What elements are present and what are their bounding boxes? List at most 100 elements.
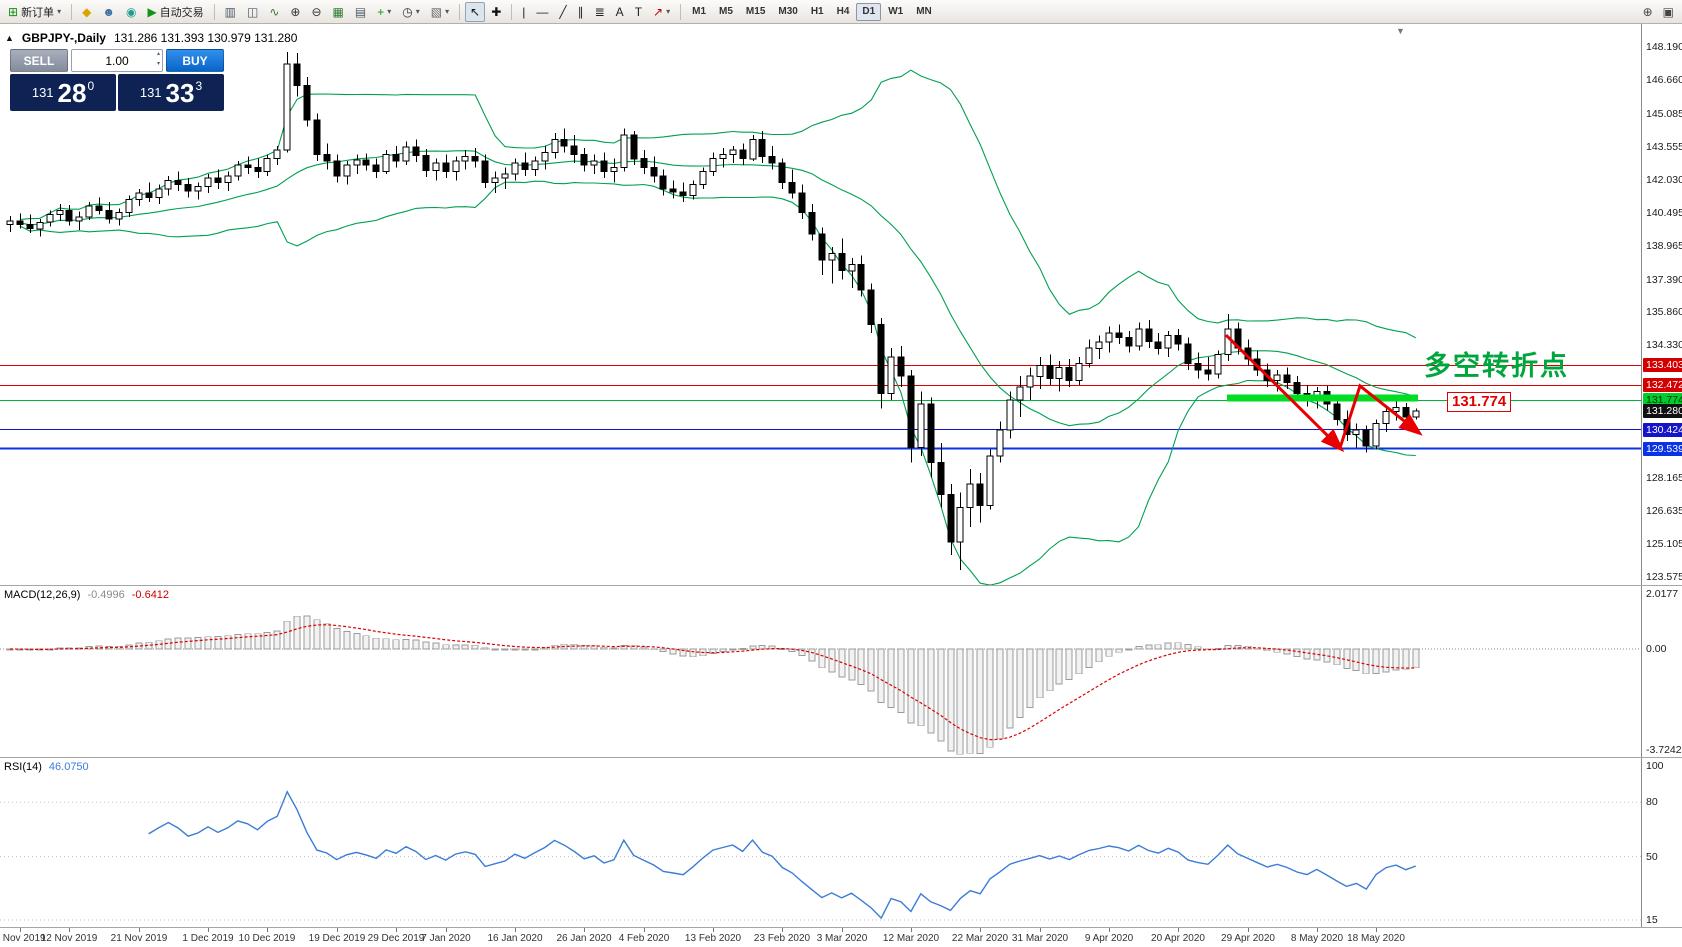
fibonacci-button[interactable]: ≣ <box>590 2 610 22</box>
price-axis-label: 143.555 <box>1646 141 1682 153</box>
time-axis-label: 10 Dec 2019 <box>238 933 296 944</box>
price-marker: 133.403 <box>1643 358 1682 372</box>
annotation-red-arrow-2[interactable] <box>1338 383 1423 449</box>
timeframe-m30-button[interactable]: M30 <box>778 5 798 17</box>
sell-button[interactable]: SELL <box>10 49 68 72</box>
ask-price[interactable]: 131 33 3 <box>118 74 224 111</box>
macd-axis[interactable]: 2.0177 0.00 -3.7242 <box>1642 586 1682 757</box>
timeframe-w1-button[interactable]: W1 <box>888 5 904 17</box>
timeframe-d1-button[interactable]: D1 <box>856 2 882 21</box>
chart-shift-marker[interactable]: ▼ <box>1396 26 1405 36</box>
time-axis-label: 23 Feb 2020 <box>753 933 811 944</box>
rsi-chart-canvas[interactable] <box>0 758 1641 927</box>
timeframe-m1-button[interactable]: M1 <box>692 5 707 17</box>
rsi-label: RSI(14) 46.0750 <box>4 761 89 773</box>
time-axis-tick <box>644 928 645 932</box>
time-axis-label: 20 Apr 2020 <box>1151 933 1205 944</box>
timeframe-mn-button[interactable]: MN <box>916 5 932 17</box>
templates-button[interactable]: ▧ ▾ <box>426 2 454 22</box>
time-axis-tick <box>446 928 447 932</box>
crosshair-button[interactable]: ✚ <box>486 2 506 22</box>
timeframe-h4-button[interactable]: H4 <box>836 5 850 17</box>
ask-big-figure: 131 <box>139 85 162 100</box>
arrows-caret-icon[interactable]: ▾ <box>666 7 671 16</box>
price-axis-separator[interactable] <box>1641 24 1642 947</box>
macd-chart-canvas[interactable] <box>0 586 1641 757</box>
toolbar-separator <box>511 3 513 20</box>
horizontal-line-icon: — <box>536 4 549 19</box>
bollinger-lower-band[interactable] <box>19 180 1416 585</box>
annotation-turning-point[interactable]: 多空转折点 <box>1424 351 1569 381</box>
rsi-panel-separator[interactable] <box>0 757 1682 758</box>
macd-panel-separator[interactable] <box>0 585 1682 586</box>
volume-field[interactable]: 1.00 ▴ ▾ <box>71 49 163 72</box>
zoom-in-button[interactable]: ⊕ <box>285 2 305 22</box>
auto-arrange-button[interactable]: ▤ <box>350 2 371 22</box>
text-icon: A <box>615 4 624 19</box>
toolbar: ⊞ 新订单 ▾ ◆ ☻ ◉ ▶ 自动交易 ▥ ◫ ∿ ⊕ ⊖ ▦ ▤ + ▾ ◷ ▾ ▧ ▾ ↖ ✚ | — ╱ ∥ ≣ A T ↗ ▾ M1 M… <box>0 0 1682 24</box>
new-order-caret-icon[interactable]: ▾ <box>57 7 62 16</box>
timeframe-m5-button[interactable]: M5 <box>719 5 733 17</box>
bid-price[interactable]: 131 28 0 <box>10 74 116 111</box>
periods-button[interactable]: ◷ ▾ <box>397 2 425 22</box>
zoom-out-button[interactable]: ⊖ <box>306 2 326 22</box>
price-axis[interactable]: 148.190 146.660 145.085 143.555 142.030 140.4… <box>1642 24 1682 585</box>
rsi-axis-label: 100 <box>1646 760 1664 772</box>
time-axis-tick <box>139 928 140 932</box>
metaeditor-button[interactable]: ◆ <box>77 2 96 22</box>
annotation-price-tag[interactable]: 131.774 <box>1447 392 1512 412</box>
text-button[interactable]: A <box>611 2 629 22</box>
fibonacci-icon: ≣ <box>594 4 605 19</box>
text-label-button[interactable]: T <box>630 2 647 22</box>
trendline-button[interactable]: ╱ <box>554 2 571 22</box>
chart-bars-button[interactable]: ▥ <box>220 2 241 22</box>
rsi-axis[interactable]: 100 80 50 15 <box>1642 758 1682 927</box>
candlestick-series[interactable] <box>6 52 1420 570</box>
cursor-button[interactable]: ↖ <box>465 1 486 22</box>
volume-up-icon[interactable]: ▴ <box>156 51 160 57</box>
periods-caret-icon[interactable]: ▾ <box>415 7 420 16</box>
refresh-button[interactable]: ◉ <box>121 2 141 22</box>
price-chart-canvas[interactable] <box>0 24 1641 585</box>
templates-caret-icon[interactable]: ▾ <box>445 7 450 16</box>
vertical-line-button[interactable]: | <box>517 2 530 22</box>
time-axis-label: 12 Nov 2019 <box>40 933 98 944</box>
new-order-button[interactable]: ⊞ 新订单 ▾ <box>3 2 66 22</box>
bollinger-middle-band[interactable] <box>19 150 1416 427</box>
time-axis-tick <box>1109 928 1110 932</box>
window-list-button[interactable]: ▣ <box>1658 2 1679 22</box>
bollinger-upper-band[interactable] <box>19 69 1417 339</box>
autotrading-button[interactable]: ▶ 自动交易 <box>142 2 208 22</box>
annotation-red-arrow-1[interactable] <box>1224 334 1345 453</box>
quick-search-button[interactable]: ⊕ <box>1638 2 1658 22</box>
macd-name: MACD(12,26,9) <box>4 589 81 601</box>
tile-windows-button[interactable]: ▦ <box>328 2 349 22</box>
time-axis-label: 29 Dec 2019 <box>367 933 425 944</box>
horizontal-line-button[interactable]: — <box>531 2 553 22</box>
chart-title: ▲ GBPJPY-,Daily 131.286 131.393 130.979 … <box>5 31 297 45</box>
time-axis-label: 4 Feb 2020 <box>618 933 670 944</box>
indicators-caret-icon[interactable]: ▾ <box>387 7 392 16</box>
autotrading-label: 自动交易 <box>159 6 204 19</box>
time-axis-tick <box>208 928 209 932</box>
time-axis-label: 12 Mar 2020 <box>882 933 940 944</box>
timeframe-m15-button[interactable]: M15 <box>745 5 766 17</box>
accounts-button[interactable]: ☻ <box>97 2 120 22</box>
toolbar-separator <box>71 3 73 20</box>
timeframe-h1-button[interactable]: H1 <box>810 5 824 17</box>
indicators-button[interactable]: + ▾ <box>372 2 396 22</box>
time-axis-label: 3 Mar 2020 <box>816 933 868 944</box>
arrows-button[interactable]: ↗ ▾ <box>648 2 675 22</box>
time-axis-label: 7 Jan 2020 <box>421 933 471 944</box>
time-axis-tick <box>842 928 843 932</box>
volume-down-icon[interactable]: ▾ <box>156 60 160 67</box>
buy-button[interactable]: BUY <box>166 49 224 72</box>
equidistant-channel-button[interactable]: ∥ <box>573 2 589 22</box>
one-click-collapse-icon[interactable]: ▲ <box>5 33 14 43</box>
chart-candles-button[interactable]: ◫ <box>242 2 263 22</box>
time-axis-tick <box>20 928 21 932</box>
volume-spinner[interactable]: ▴ ▾ <box>157 50 160 69</box>
refresh-icon: ◉ <box>125 4 137 19</box>
chart-line-button[interactable]: ∿ <box>264 2 284 22</box>
